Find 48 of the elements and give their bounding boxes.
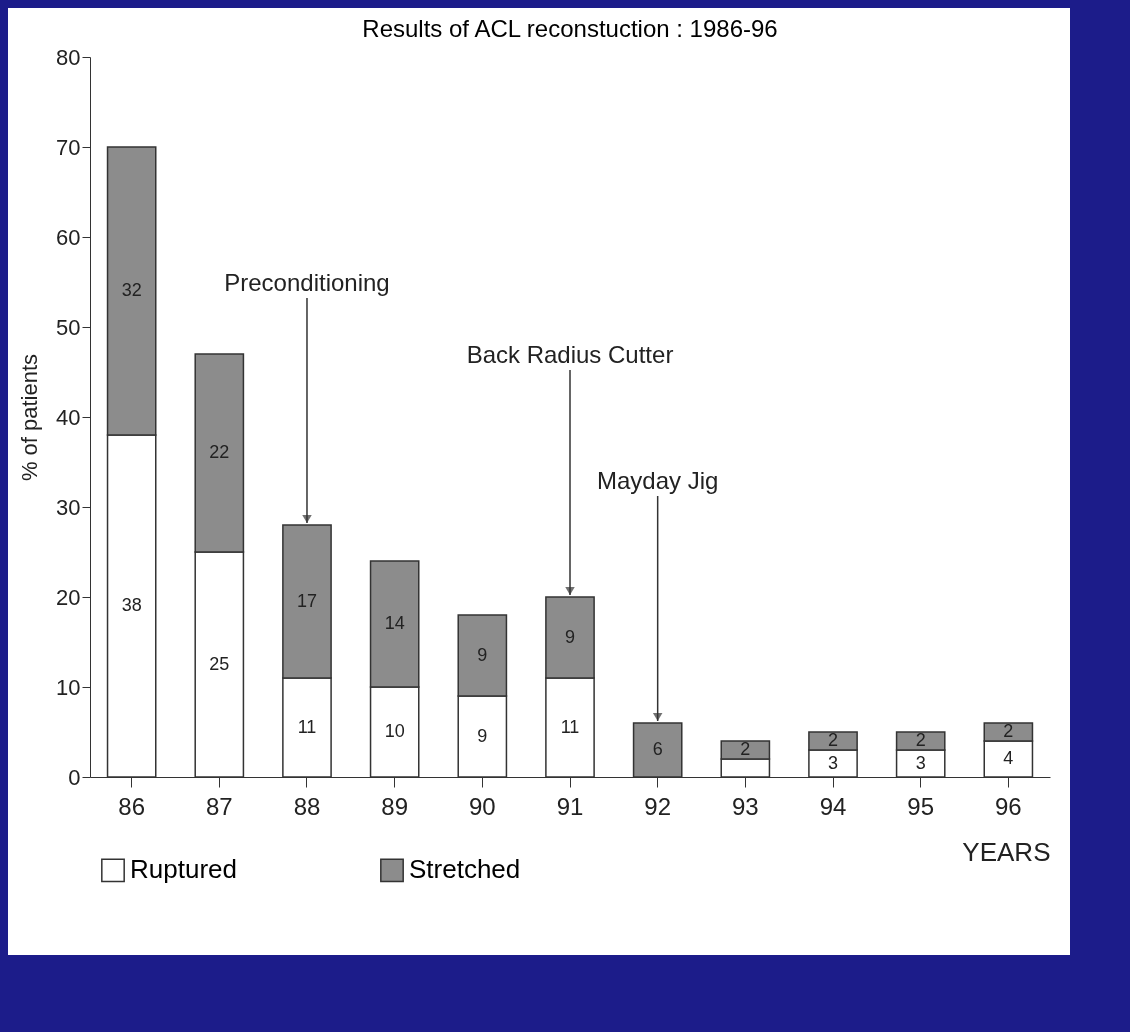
data-label: 2 [1003, 721, 1014, 741]
data-label: 9 [477, 644, 488, 665]
data-label: 3 [915, 752, 926, 773]
annotation: Mayday Jig [596, 466, 719, 494]
y-tick-label: 80 [56, 44, 81, 70]
annotation: Back Radius Cutter [466, 340, 674, 368]
data-label: 25 [209, 653, 230, 674]
x-tick-label: 89 [381, 792, 409, 820]
y-tick-label: 10 [56, 674, 81, 700]
y-tick-label: 20 [56, 584, 81, 610]
x-tick-label: 87 [205, 792, 233, 820]
x-tick-label: 91 [556, 792, 584, 820]
x-tick-label: 88 [293, 792, 321, 820]
x-tick-label: 93 [731, 792, 759, 820]
data-label: 14 [384, 613, 405, 633]
y-tick-label: 30 [56, 494, 81, 520]
x-tick-label: 90 [468, 792, 496, 820]
data-label: 22 [209, 442, 230, 462]
y-tick-label: 70 [56, 134, 81, 160]
x-tick-label: 94 [819, 792, 847, 820]
y-tick-label: 0 [68, 764, 81, 790]
data-label: 2 [740, 739, 751, 759]
data-label: 17 [296, 590, 317, 611]
data-label: 2 [915, 730, 926, 750]
data-label: 2 [828, 730, 839, 750]
x-tick-label: 96 [995, 792, 1022, 820]
data-label: 9 [564, 626, 576, 647]
data-label: 38 [121, 595, 142, 615]
y-tick-label: 40 [56, 404, 81, 430]
legend-label: Ruptured [130, 854, 237, 885]
legend-label: Stretched [409, 854, 521, 885]
y-tick-label: 60 [56, 224, 81, 250]
x-tick-label: 95 [907, 792, 935, 820]
y-tick-label: 50 [56, 314, 81, 340]
data-label: 3 [828, 752, 839, 773]
y-axis-title: % of patients [17, 353, 43, 482]
chart-title: Results of ACL reconstuction : 1986-96 [362, 15, 778, 42]
data-label: 6 [652, 739, 663, 759]
data-label: 10 [384, 721, 405, 741]
data-label: 9 [477, 725, 488, 746]
data-label: 11 [560, 716, 580, 737]
data-label: 11 [297, 716, 317, 737]
data-label: 32 [121, 280, 142, 300]
data-label: 4 [1003, 748, 1014, 768]
x-tick-label: 86 [118, 792, 145, 820]
annotation: Preconditioning [224, 268, 390, 296]
x-axis-title: YEARS [962, 836, 1051, 867]
x-tick-label: 92 [644, 792, 672, 820]
